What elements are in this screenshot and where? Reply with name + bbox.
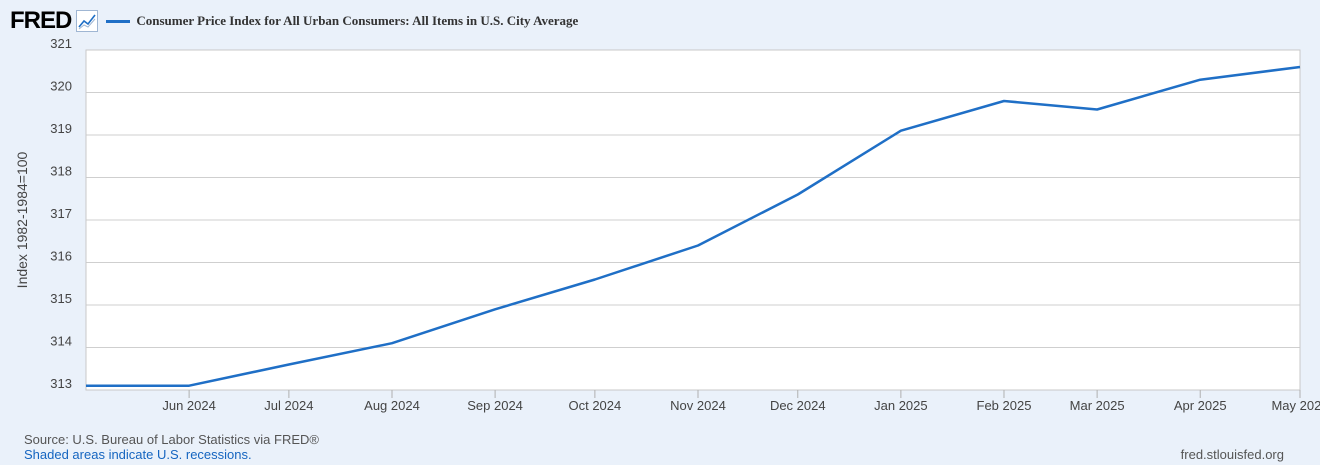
cpi-line-chart[interactable]: 313 314 315 316 317 318 319 320 321 Jun 2024 Jul …: [0, 0, 1320, 430]
x-tick-label: Apr 2025: [1174, 398, 1227, 413]
legend-swatch: [106, 19, 131, 23]
x-tick-label: Feb 2025: [977, 398, 1032, 413]
footer-notes: Source: U.S. Bureau of Labor Statistics …: [24, 432, 319, 462]
x-tick-label: Mar 2025: [1070, 398, 1125, 413]
recessions-note[interactable]: Shaded areas indicate U.S. recessions.: [24, 447, 252, 462]
y-tick-label: 315: [50, 291, 72, 306]
fred-logo[interactable]: FRED: [10, 7, 72, 34]
gridlines: [85, 49, 1301, 391]
line-chart-icon[interactable]: [76, 10, 99, 32]
y-tick-label: 318: [50, 164, 72, 179]
site-url[interactable]: fred.stlouisfed.org: [1180, 447, 1284, 462]
y-axis-label: Index 1982-1984=100: [14, 151, 30, 288]
y-axis-ticks: 313 314 315 316 317 318 319 320 321: [50, 36, 72, 391]
y-tick-label: 316: [50, 249, 72, 264]
x-tick-label: Nov 2024: [670, 398, 726, 413]
y-tick-label: 321: [50, 36, 72, 51]
y-tick-label: 313: [50, 376, 72, 391]
x-tick-label: Sep 2024: [467, 398, 523, 413]
x-tick-label: Oct 2024: [568, 398, 621, 413]
legend-label: Consumer Price Index for All Urban Consu…: [136, 13, 579, 28]
x-tick-label: May 2025: [1271, 398, 1320, 413]
chart-header: FRED Consumer Price Index for All Urban …: [10, 6, 578, 36]
y-tick-label: 314: [50, 334, 72, 349]
x-axis-ticks: Jun 2024 Jul 2024 Aug 2024 Sep 2024 Oct 2024…: [162, 390, 1320, 413]
y-tick-label: 317: [50, 206, 72, 221]
source-note: Source: U.S. Bureau of Labor Statistics …: [24, 432, 319, 447]
x-tick-label: Jul 2024: [264, 398, 313, 413]
legend[interactable]: Consumer Price Index for All Urban Consu…: [106, 13, 578, 29]
x-tick-label: Jan 2025: [874, 398, 928, 413]
y-tick-label: 320: [50, 79, 72, 94]
x-tick-label: Dec 2024: [770, 398, 826, 413]
x-tick-label: Jun 2024: [162, 398, 216, 413]
plot-frame: [85, 49, 1301, 391]
y-tick-label: 319: [50, 121, 72, 136]
x-tick-label: Aug 2024: [364, 398, 420, 413]
series-line-cpi[interactable]: [86, 65, 1301, 387]
